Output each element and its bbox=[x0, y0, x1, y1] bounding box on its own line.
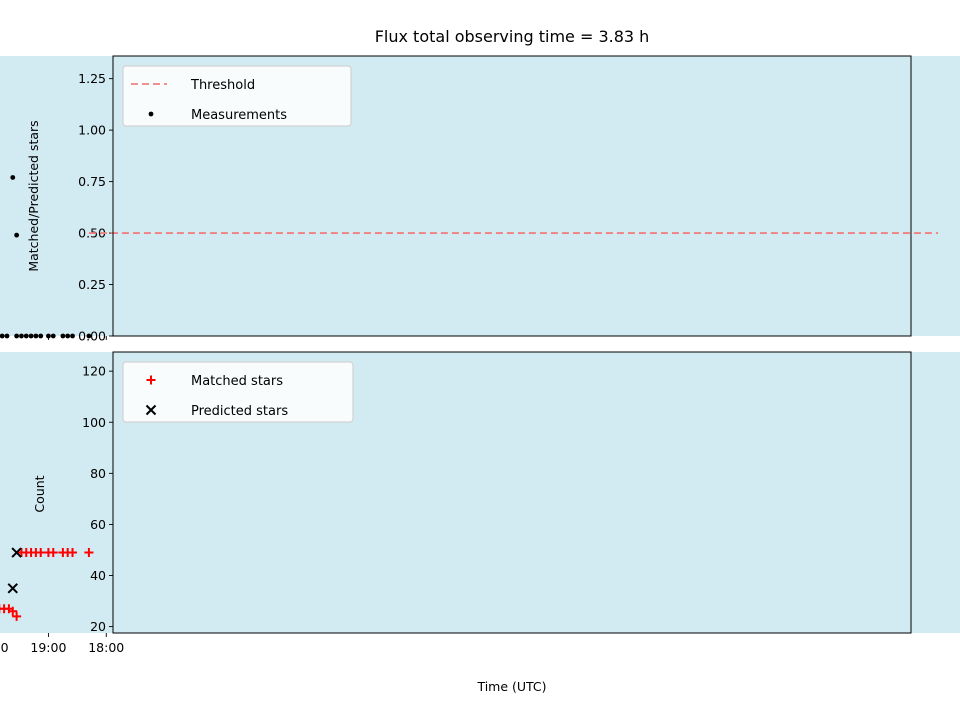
matched-star-point bbox=[0, 604, 4, 614]
measurement-point bbox=[46, 333, 51, 339]
legend: Threshold Measurements bbox=[122, 65, 352, 127]
chart-title: Flux total observing time = 3.83 h bbox=[375, 27, 650, 46]
measurement-point bbox=[0, 333, 5, 339]
predicted-star-point bbox=[7, 583, 18, 594]
measurement-point bbox=[19, 333, 24, 339]
bottom-panel: 2040608010012018:0019:0020:0021:0022:002… bbox=[0, 351, 960, 655]
y-tick-label: 80 bbox=[90, 466, 106, 481]
measurement-point bbox=[60, 333, 66, 339]
legend-predicted-key bbox=[145, 404, 157, 416]
measurement-point bbox=[4, 333, 10, 339]
legend-label: Matched stars bbox=[191, 374, 283, 389]
legend-label: Predicted stars bbox=[191, 404, 288, 419]
x-tick-label: 19:00 bbox=[30, 640, 66, 655]
legend: Matched stars Predicted stars bbox=[122, 361, 354, 423]
measurement-point bbox=[14, 333, 20, 339]
y-tick-label: 40 bbox=[90, 568, 106, 583]
measurement-point bbox=[86, 333, 92, 339]
y-tick-label: 0.75 bbox=[78, 174, 106, 189]
top-ylabel: Matched/Predicted stars bbox=[26, 120, 41, 271]
legend-matched-key bbox=[146, 375, 156, 385]
legend-measurement-key bbox=[148, 111, 154, 117]
legend-box bbox=[122, 65, 352, 127]
y-tick-label: 0.25 bbox=[78, 277, 106, 292]
measurement-point bbox=[14, 232, 20, 238]
bottom-xlabel: Time (UTC) bbox=[476, 679, 546, 694]
y-tick-label: 20 bbox=[90, 619, 106, 634]
y-tick-label: 1.25 bbox=[78, 71, 106, 86]
bottom-ylabel: Count bbox=[32, 475, 47, 512]
y-tick-label: 120 bbox=[82, 364, 106, 379]
top-panel: 0.000.250.500.751.001.25 ThresholdMeasure… bbox=[0, 55, 960, 344]
measurement-point bbox=[65, 333, 71, 339]
measurement-point bbox=[70, 333, 75, 339]
legend-label: Threshold bbox=[190, 78, 255, 93]
x-tick-label: 18:00 bbox=[88, 640, 124, 655]
measurement-point bbox=[50, 333, 56, 339]
measurement-point bbox=[23, 333, 29, 339]
matched-star-point bbox=[84, 548, 94, 558]
y-tick-label: 100 bbox=[82, 415, 106, 430]
measurement-point bbox=[33, 333, 39, 339]
measurement-point bbox=[38, 333, 44, 339]
y-tick-label: 0.00 bbox=[78, 329, 106, 344]
measurement-point bbox=[28, 333, 34, 339]
matched-star-point bbox=[16, 548, 26, 558]
legend-label: Measurements bbox=[191, 108, 287, 123]
y-tick-label: 1.00 bbox=[78, 123, 106, 138]
matched-star-point bbox=[43, 548, 53, 558]
legend-box bbox=[122, 361, 354, 423]
predicted-star-point bbox=[11, 547, 22, 558]
x-tick-label: 20:00 bbox=[0, 640, 9, 655]
matched-star-point bbox=[12, 611, 22, 621]
plot-frame bbox=[112, 351, 912, 634]
plot-frame bbox=[112, 55, 912, 337]
measurement-point bbox=[10, 175, 16, 180]
y-tick-label: 60 bbox=[90, 517, 106, 532]
matched-star-point bbox=[58, 548, 68, 558]
